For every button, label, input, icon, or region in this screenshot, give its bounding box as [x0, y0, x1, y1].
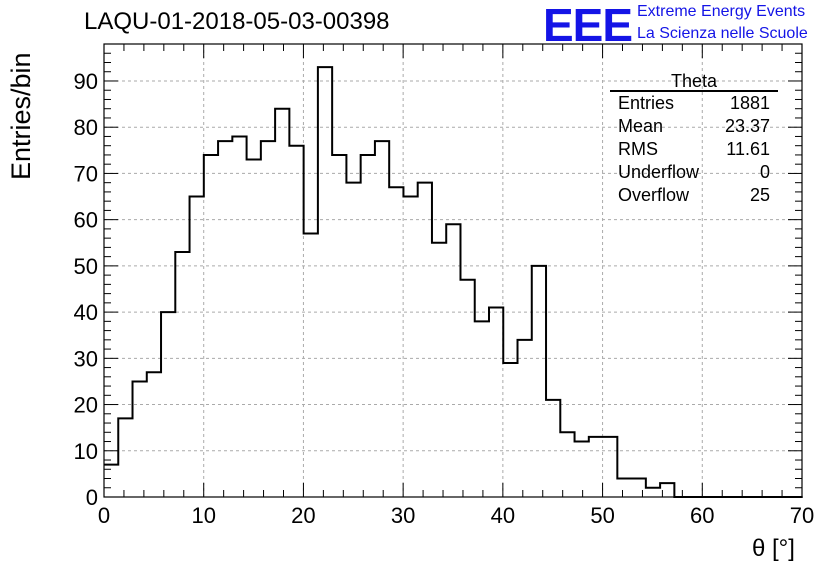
histogram-bin: [133, 381, 147, 497]
stats-label: Entries: [618, 93, 675, 113]
histogram-bin: [204, 155, 218, 497]
stats-value: 1881: [729, 93, 770, 113]
eee-logo: EEE: [543, 0, 633, 51]
histogram-bin: [489, 307, 503, 497]
histogram-bin: [503, 363, 517, 497]
histogram-bin: [289, 146, 303, 497]
histogram-bin: [361, 155, 375, 497]
stats-label: RMS: [618, 139, 658, 159]
histogram-bin: [346, 183, 360, 497]
stats-row-overflow: Overflow 25: [610, 184, 778, 207]
y-tick-label: 50: [74, 254, 98, 279]
histogram-bin: [660, 483, 674, 497]
histogram-bin: [575, 442, 589, 497]
x-tick-label: 70: [790, 503, 814, 528]
x-tick-label: 20: [291, 503, 315, 528]
histogram-bin: [318, 67, 332, 497]
x-tick-label: 40: [491, 503, 515, 528]
logo-line-1: Extreme Energy Events: [637, 3, 806, 20]
stats-title: Theta: [610, 72, 778, 92]
histogram-bin: [118, 418, 132, 497]
histogram-bin: [147, 372, 161, 497]
stats-value: 0: [759, 162, 770, 182]
histogram-bin: [418, 183, 432, 497]
stats-row-mean: Mean 23.37: [610, 115, 778, 138]
histogram-bins: [104, 66, 803, 498]
histogram-bin: [532, 266, 546, 497]
histogram-bin: [332, 155, 346, 497]
y-tick-label: 60: [74, 208, 98, 233]
y-tick-label: 20: [74, 393, 98, 418]
histogram-bin: [304, 234, 318, 497]
y-tick-label: 30: [74, 346, 98, 371]
stats-row-underflow: Underflow 0: [610, 161, 778, 184]
stats-row-rms: RMS 11.61: [610, 138, 778, 161]
stats-value: 11.61: [726, 139, 770, 159]
histogram-bin: [375, 141, 389, 497]
y-tick-label: 90: [74, 69, 98, 94]
histogram-bin: [646, 488, 660, 497]
stats-box: Theta Entries 1881 Mean 23.37 RMS 11.61 …: [610, 72, 778, 207]
histogram-bin: [475, 321, 489, 497]
histogram-bin: [460, 280, 474, 497]
x-tick-label: 0: [98, 503, 110, 528]
ticks: [103, 43, 803, 498]
x-tick-label: 60: [690, 503, 714, 528]
stats-value: 23.37: [724, 116, 770, 136]
y-tick-label: 70: [74, 161, 98, 186]
stats-label: Overflow: [618, 185, 690, 205]
histogram-bin: [603, 437, 617, 497]
histogram-bin: [546, 400, 560, 497]
histogram-bin: [247, 160, 261, 497]
histogram-bin: [261, 141, 275, 497]
stats-label: Mean: [618, 116, 664, 136]
histogram-bin: [232, 136, 246, 497]
histogram-bin: [218, 141, 232, 497]
histogram-bin: [389, 187, 403, 497]
y-tick-label: 40: [74, 300, 98, 325]
grid-lines: [104, 44, 802, 497]
histogram-bin: [175, 252, 189, 497]
tick-labels: 0 10 20 30 40 50 60 70 0 10 20 30 40 50 60 70 80 90: [74, 69, 815, 528]
stats-label: Underflow: [618, 162, 700, 182]
logo-line-2: La Scienza nelle Scuole: [637, 25, 808, 42]
histogram-outline: [104, 66, 803, 498]
x-axis-label: θ [°]: [752, 535, 795, 562]
y-tick-label: 0: [86, 485, 98, 510]
histogram-bin: [161, 312, 175, 497]
histogram-bin: [104, 465, 118, 497]
histogram-bin: [560, 432, 574, 497]
y-axis-label: Entries/bin: [6, 52, 36, 180]
histogram-bin: [617, 479, 631, 497]
histogram-bin: [518, 340, 532, 497]
x-tick-label: 10: [191, 503, 215, 528]
histogram-bin: [190, 197, 204, 497]
stats-row-entries: Entries 1881: [610, 92, 778, 115]
axes: [103, 43, 803, 498]
histogram-bin: [432, 243, 446, 497]
histogram-bin: [403, 197, 417, 497]
plot-frame: [103, 43, 803, 498]
histogram-bin: [589, 437, 603, 497]
chart-title: LAQU-01-2018-05-03-00398: [84, 8, 390, 35]
histogram-bin: [275, 109, 289, 497]
histogram-bin: [446, 224, 460, 497]
stats-value: 25: [749, 185, 770, 205]
y-tick-label: 10: [74, 439, 98, 464]
x-tick-label: 30: [391, 503, 415, 528]
y-tick-label: 80: [74, 115, 98, 140]
histogram-bin: [632, 479, 646, 497]
x-tick-label: 50: [590, 503, 614, 528]
